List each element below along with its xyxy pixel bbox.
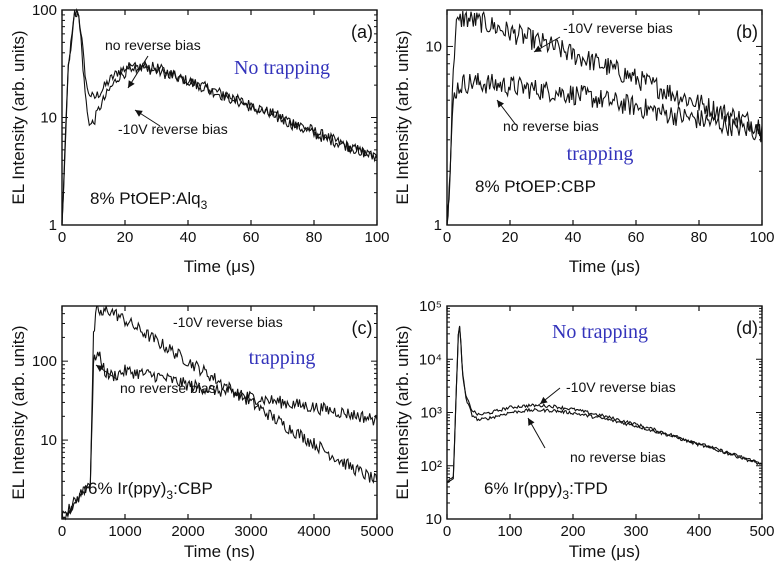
panel-label: (d) [736, 318, 758, 338]
x-tick-label: 40 [565, 229, 582, 246]
annotation-label: -10V reverse bias [563, 20, 673, 36]
annotation-label: -10V reverse bias [118, 121, 228, 137]
status-label: trapping [249, 347, 316, 369]
x-tick-label: 0 [58, 229, 66, 246]
annotation-label: -10V reverse bias [566, 379, 676, 395]
x-tick-label: 2000 [171, 523, 204, 540]
sample-label: 8% PtOEP:Alq3 [90, 189, 208, 212]
panel-b: 0 20 40 60 80 100 1 10 Time (μs) EL Intensity (ar… [393, 9, 774, 276]
x-tick-label: 100 [364, 229, 389, 246]
x-axis-title: Time (μs) [569, 257, 641, 276]
series-line-a [446, 10, 763, 226]
status-label: trapping [567, 143, 634, 165]
status-label: No trapping [234, 57, 330, 79]
x-axis-title: Time (μs) [184, 257, 256, 276]
x-tick-label: 0 [443, 523, 451, 540]
y-axis-title: EL Intensity (arb. units) [9, 30, 28, 204]
x-tick-label: 80 [691, 229, 708, 246]
x-tick-label: 4000 [297, 523, 330, 540]
series-line-b [61, 10, 378, 226]
sample-label: 6% Ir(ppy)3:TPD [484, 479, 608, 502]
y-axis-title: EL Intensity (arb. units) [393, 30, 412, 204]
x-axis-title: Time (ns) [184, 542, 255, 561]
arrowhead [528, 418, 535, 426]
y-tick-label: 10 [425, 511, 442, 528]
sample-label: 6% Ir(ppy)3:CBP [88, 479, 213, 502]
panel-d: 0 100 200 300 400 500 10 10² 10³ 10⁴ 10⁵ Time (μs) E… [393, 298, 774, 561]
series-line-a [61, 305, 378, 521]
y-tick-label: 100 [32, 353, 57, 370]
x-tick-label: 60 [243, 229, 260, 246]
arrowhead [128, 80, 135, 88]
panel-label: (b) [736, 22, 758, 42]
panel-label: (a) [351, 22, 373, 42]
panel-label: (c) [352, 318, 373, 338]
annotation-label: -10V reverse bias [173, 314, 283, 330]
arrowhead [540, 396, 548, 404]
annotation-label: no reverse bias [105, 37, 201, 53]
annotation-label: no reverse bias [120, 380, 216, 396]
x-tick-label: 0 [443, 229, 451, 246]
x-tick-label: 100 [497, 523, 522, 540]
x-tick-label: 5000 [360, 523, 393, 540]
x-tick-label: 400 [686, 523, 711, 540]
x-tick-label: 300 [623, 523, 648, 540]
y-tick-label: 10³ [420, 405, 442, 422]
x-tick-label: 80 [306, 229, 323, 246]
y-axis-title: EL Intensity (arb. units) [9, 325, 28, 499]
annotation-label: no reverse bias [503, 118, 599, 134]
x-tick-label: 0 [58, 523, 66, 540]
arrowhead [96, 365, 104, 372]
x-tick-label: 200 [560, 523, 585, 540]
y-tick-label: 100 [32, 2, 57, 19]
y-tick-label: 10 [425, 38, 442, 55]
y-tick-label: 10 [40, 432, 57, 449]
x-tick-label: 1000 [108, 523, 141, 540]
series-line-b [446, 325, 763, 484]
sample-label: 8% PtOEP:CBP [475, 177, 596, 196]
x-tick-label: 20 [117, 229, 134, 246]
plot-frame [61, 305, 378, 520]
y-axis-title: EL Intensity (arb. units) [393, 325, 412, 499]
x-tick-label: 60 [628, 229, 645, 246]
y-tick-label: 10⁴ [419, 351, 442, 368]
y-tick-label: 10⁵ [419, 298, 442, 315]
series-line-b [446, 73, 763, 226]
arrowhead [497, 100, 505, 108]
x-axis-title: Time (μs) [569, 542, 641, 561]
x-tick-label: 3000 [234, 523, 267, 540]
y-tick-label: 1 [49, 217, 57, 234]
x-tick-label: 500 [749, 523, 774, 540]
y-tick-label: 10 [40, 110, 57, 127]
x-tick-label: 100 [749, 229, 774, 246]
x-tick-label: 20 [502, 229, 519, 246]
y-tick-label: 1 [434, 217, 442, 234]
annotation-label: no reverse bias [570, 449, 666, 465]
arrowhead [135, 110, 143, 117]
panel-c: 0 1000 2000 3000 4000 5000 10 100 Time (ns) EL In… [9, 305, 394, 561]
arrowhead [534, 45, 542, 52]
series-line-a [61, 7, 378, 224]
status-label: No trapping [552, 321, 648, 343]
y-tick-label: 10² [420, 458, 442, 475]
panel-a: 0 20 40 60 80 100 1 10 100 Time (μs) EL Intensity … [9, 2, 390, 276]
x-tick-label: 40 [180, 229, 197, 246]
